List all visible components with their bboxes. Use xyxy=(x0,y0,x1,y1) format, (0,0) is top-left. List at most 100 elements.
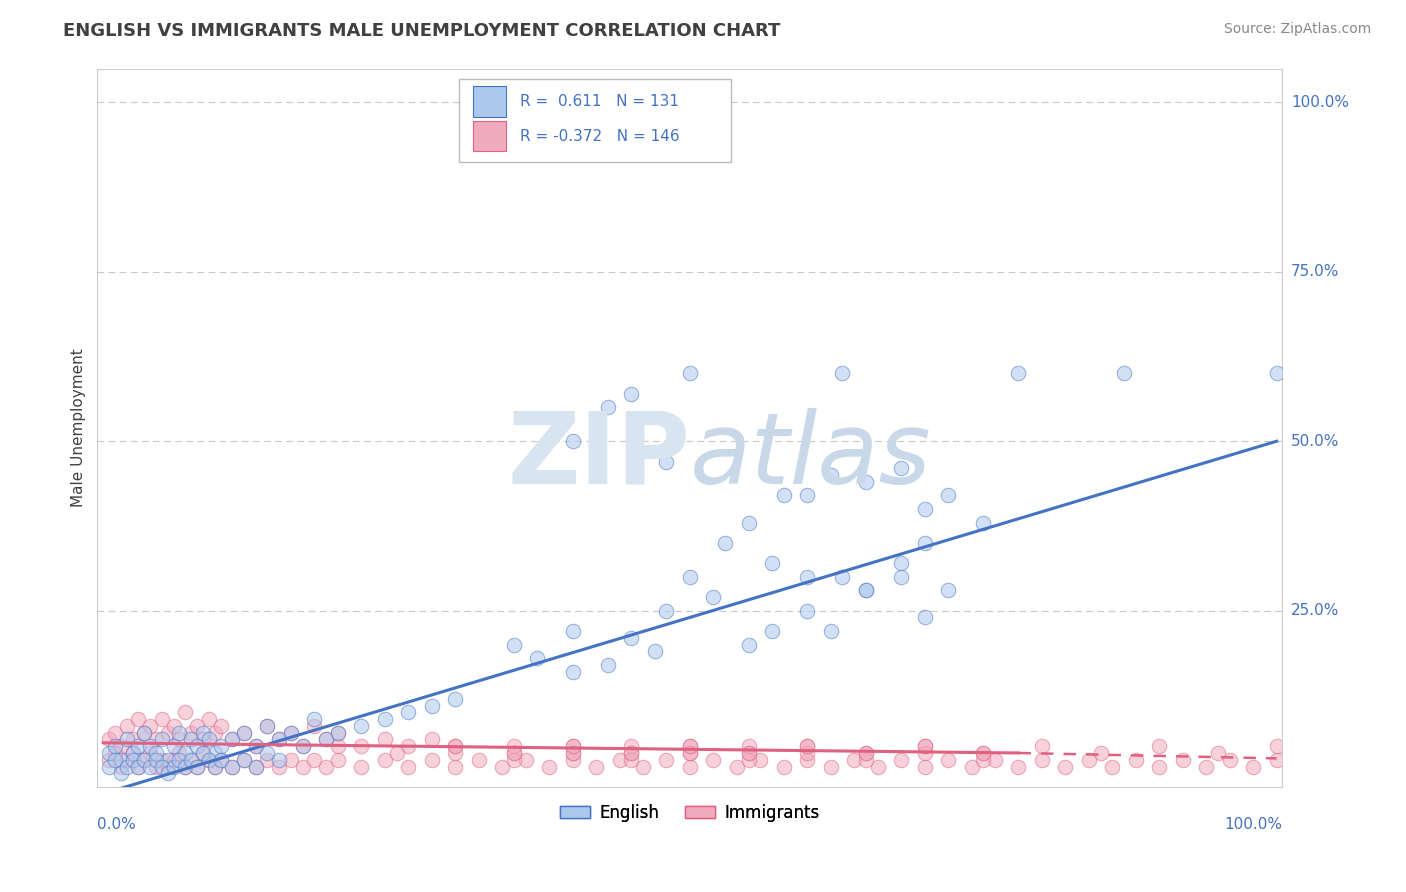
Point xyxy=(702,590,724,604)
Point xyxy=(209,753,232,767)
Point xyxy=(221,759,243,773)
Point xyxy=(121,746,143,760)
Point xyxy=(737,638,759,652)
Point xyxy=(221,732,243,747)
Point xyxy=(150,712,173,726)
Point xyxy=(169,753,191,767)
Point xyxy=(291,759,314,773)
Point xyxy=(186,719,208,733)
Point xyxy=(820,759,842,773)
Point xyxy=(186,759,208,773)
Point xyxy=(444,739,467,754)
Point xyxy=(374,712,396,726)
Point xyxy=(444,759,467,773)
Point xyxy=(737,739,759,754)
Point xyxy=(121,753,143,767)
Point xyxy=(204,759,226,773)
Point xyxy=(679,739,702,754)
Point xyxy=(561,746,583,760)
Point xyxy=(280,725,302,739)
Point xyxy=(385,746,408,760)
Text: 50.0%: 50.0% xyxy=(1291,434,1339,449)
Point xyxy=(304,753,326,767)
Point xyxy=(561,624,583,638)
Point xyxy=(174,759,197,773)
Point xyxy=(291,739,314,754)
Point xyxy=(98,732,121,747)
Point xyxy=(350,719,373,733)
Point xyxy=(162,753,184,767)
Point xyxy=(256,719,278,733)
Point xyxy=(526,651,548,665)
Point xyxy=(620,746,643,760)
Point xyxy=(1031,739,1053,754)
Point xyxy=(503,746,526,760)
Point xyxy=(1101,759,1123,773)
Point xyxy=(1149,759,1171,773)
Point xyxy=(139,746,162,760)
Point xyxy=(162,739,184,754)
Point xyxy=(1195,759,1218,773)
Point xyxy=(186,759,208,773)
Point xyxy=(269,732,291,747)
Point xyxy=(374,732,396,747)
Point xyxy=(198,753,221,767)
Point xyxy=(914,759,936,773)
Point xyxy=(1206,746,1229,760)
Point xyxy=(631,759,654,773)
Point xyxy=(725,759,748,773)
Point xyxy=(796,488,818,502)
Text: R =  0.611   N = 131: R = 0.611 N = 131 xyxy=(520,94,679,109)
Point xyxy=(855,475,877,489)
Point xyxy=(256,719,278,733)
Text: atlas: atlas xyxy=(690,408,932,505)
Point xyxy=(1171,753,1194,767)
Point xyxy=(737,516,759,530)
Point xyxy=(444,691,467,706)
Point xyxy=(121,746,143,760)
Point xyxy=(326,725,349,739)
Point xyxy=(134,753,156,767)
Point xyxy=(515,753,537,767)
Point xyxy=(655,753,678,767)
Point xyxy=(679,759,702,773)
Point xyxy=(174,759,197,773)
Point xyxy=(115,732,138,747)
Point xyxy=(679,746,702,760)
Point xyxy=(134,753,156,767)
Point xyxy=(972,746,994,760)
Point xyxy=(326,725,349,739)
Point xyxy=(420,698,443,713)
Point xyxy=(396,706,419,720)
Point xyxy=(914,739,936,754)
Point xyxy=(127,739,149,754)
Point xyxy=(350,759,373,773)
Point xyxy=(890,570,912,584)
Point xyxy=(679,746,702,760)
Point xyxy=(772,759,794,773)
Point xyxy=(702,753,724,767)
Point xyxy=(984,753,1007,767)
Point xyxy=(204,759,226,773)
Point xyxy=(503,638,526,652)
Text: 0.0%: 0.0% xyxy=(97,817,136,832)
Point xyxy=(679,739,702,754)
Point xyxy=(233,725,256,739)
Point xyxy=(1241,759,1264,773)
Point xyxy=(256,753,278,767)
Point xyxy=(761,624,783,638)
Point xyxy=(972,753,994,767)
Point xyxy=(269,753,291,767)
Point xyxy=(914,536,936,550)
Point xyxy=(304,712,326,726)
Point xyxy=(204,746,226,760)
Point xyxy=(198,753,221,767)
Point xyxy=(761,556,783,570)
Point xyxy=(620,386,643,401)
Point xyxy=(491,759,513,773)
Point xyxy=(104,739,127,754)
Point xyxy=(156,766,179,780)
Point xyxy=(221,759,243,773)
Point xyxy=(503,753,526,767)
Point xyxy=(1265,753,1288,767)
